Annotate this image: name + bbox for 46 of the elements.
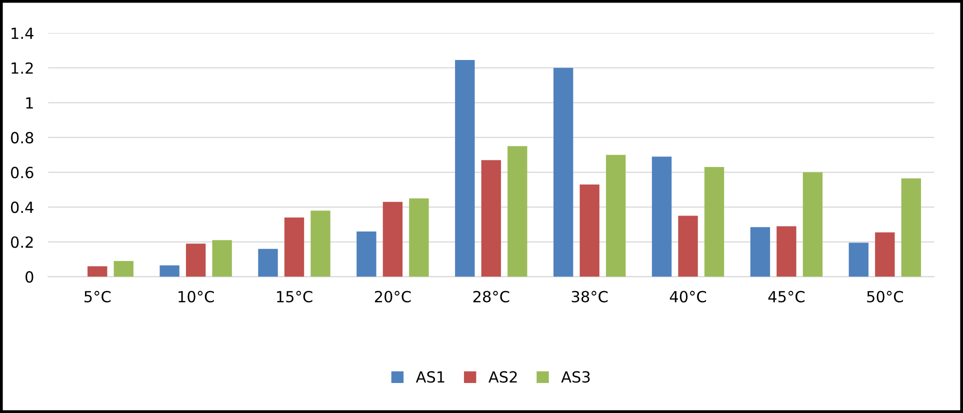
bar bbox=[580, 184, 600, 277]
x-tick-label: 15°C bbox=[277, 290, 312, 302]
bar bbox=[88, 266, 108, 277]
legend-label: AS3 bbox=[561, 371, 590, 383]
bar bbox=[875, 232, 895, 277]
x-tick-label: 38°C bbox=[572, 290, 608, 302]
y-tick-label: 0.2 bbox=[10, 236, 33, 248]
legend-label: AS1 bbox=[416, 371, 444, 383]
bar bbox=[455, 60, 475, 277]
y-tick-label: 0 bbox=[26, 271, 34, 283]
x-tick-label: 20°C bbox=[374, 290, 411, 302]
bar bbox=[802, 172, 823, 277]
bar bbox=[750, 227, 770, 277]
bar bbox=[310, 210, 330, 277]
bar bbox=[382, 202, 403, 277]
x-tick-label: 10°C bbox=[178, 290, 214, 302]
bar bbox=[409, 198, 429, 277]
bar bbox=[481, 160, 501, 277]
bar bbox=[212, 240, 232, 277]
y-tick-label: 1 bbox=[26, 97, 33, 108]
y-tick-label: 0.4 bbox=[10, 202, 34, 214]
legend-label: AS2 bbox=[488, 371, 517, 383]
y-tick-label: 0.8 bbox=[10, 132, 34, 144]
bar bbox=[848, 242, 868, 277]
x-tick-label: 28°C bbox=[473, 290, 510, 302]
bar bbox=[553, 68, 574, 277]
x-tick-label: 50°C bbox=[867, 290, 903, 302]
bar bbox=[776, 226, 796, 277]
bar bbox=[704, 167, 724, 277]
x-tick-label: 45°C bbox=[768, 290, 804, 302]
bar bbox=[160, 265, 180, 277]
bar bbox=[606, 154, 626, 277]
bar bbox=[114, 261, 134, 277]
bar bbox=[652, 156, 672, 277]
bar bbox=[186, 244, 206, 277]
x-tick-label: 40°C bbox=[670, 290, 706, 302]
y-tick-label: 1.4 bbox=[12, 28, 34, 39]
bar bbox=[356, 231, 376, 277]
bar bbox=[901, 178, 921, 277]
y-tick-label: 0.6 bbox=[10, 166, 34, 178]
y-tick-label: 1.2 bbox=[12, 62, 33, 74]
bar bbox=[284, 218, 304, 277]
bar bbox=[258, 248, 278, 277]
bar bbox=[508, 146, 528, 277]
bar bbox=[678, 216, 698, 277]
x-tick-label: 5°C bbox=[84, 290, 111, 302]
